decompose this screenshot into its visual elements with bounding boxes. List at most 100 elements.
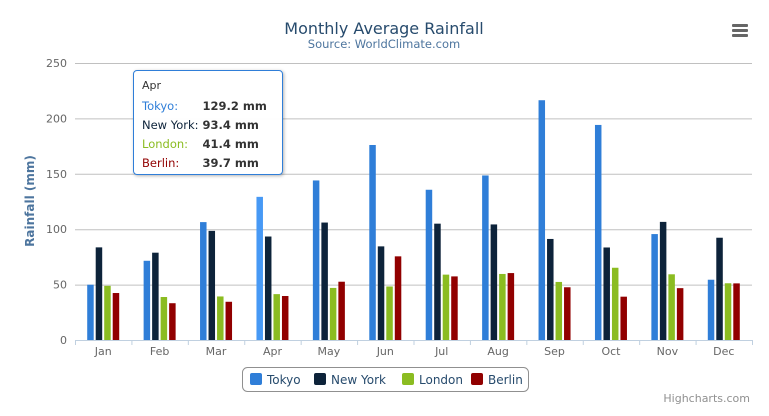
bar-london-sep[interactable] <box>555 281 563 340</box>
bar-tokyo-mar[interactable] <box>200 222 207 340</box>
bar-berlin-mar[interactable] <box>225 301 233 340</box>
bar-new-york-dec[interactable] <box>716 237 723 340</box>
x-tick-label: May <box>318 345 341 358</box>
x-tick-label: Jul <box>434 345 448 358</box>
bar-new-york-jul[interactable] <box>434 223 441 340</box>
legend-symbol <box>471 373 483 385</box>
tooltip-row: London: 41.4 mm <box>142 134 267 153</box>
y-tick-label: 200 <box>46 112 67 125</box>
bar-london-apr[interactable] <box>273 294 280 340</box>
tooltip-series-name: Tokyo: <box>142 98 179 113</box>
legend-item-berlin[interactable]: Berlin <box>471 373 523 387</box>
tooltip-header: Apr <box>142 79 162 92</box>
bar-berlin-aug[interactable] <box>507 273 515 340</box>
bar-berlin-sep[interactable] <box>564 287 571 340</box>
y-tick-label: 150 <box>46 168 67 181</box>
legend-item-new-york[interactable]: New York <box>314 373 386 387</box>
tooltip-series-name: London: <box>142 136 189 151</box>
bar-berlin-jul[interactable] <box>451 276 458 340</box>
tooltip-series-value: 39.7 mm <box>202 155 259 170</box>
bar-tokyo-nov[interactable] <box>651 234 658 340</box>
bar-tokyo-may[interactable] <box>312 180 320 340</box>
legend-symbol <box>314 373 326 385</box>
x-tick-label: Feb <box>150 345 169 358</box>
x-tick-label: Nov <box>657 345 679 358</box>
bar-berlin-oct[interactable] <box>620 296 627 340</box>
tooltip-series-value: 41.4 mm <box>202 136 259 151</box>
bar-london-jan[interactable] <box>104 285 111 340</box>
x-tick-label: Dec <box>713 345 734 358</box>
y-axis-title: Rainfall (mm) <box>23 155 37 247</box>
bar-berlin-jan[interactable] <box>112 293 120 340</box>
x-tick-label: Jun <box>376 345 394 358</box>
bar-new-york-may[interactable] <box>321 222 328 340</box>
bar-new-york-aug[interactable] <box>490 224 498 340</box>
y-tick-label: 50 <box>53 279 67 292</box>
chart-subtitle: Source: WorldClimate.com <box>308 37 460 51</box>
tooltip-table: Tokyo: 129.2 mm New York: 93.4 mm London: 41.… <box>142 96 267 172</box>
bar-berlin-dec[interactable] <box>733 283 740 340</box>
tooltip-series-name: New York: <box>142 117 199 132</box>
bar-london-mar[interactable] <box>217 296 224 340</box>
tooltip-series-value: 93.4 mm <box>202 117 259 132</box>
legend-symbol <box>402 373 414 385</box>
bar-tokyo-jan[interactable] <box>87 284 94 340</box>
tooltip-row: Berlin: 39.7 mm <box>142 153 267 172</box>
bar-tokyo-dec[interactable] <box>707 279 715 340</box>
bar-new-york-apr[interactable] <box>264 236 272 340</box>
legend: Tokyo New York London Berlin <box>242 367 529 392</box>
bar-berlin-may[interactable] <box>338 281 345 340</box>
bar-tokyo-oct[interactable] <box>594 124 602 341</box>
bar-tokyo-jun[interactable] <box>369 144 376 340</box>
tooltip-series-name: Berlin: <box>142 155 180 170</box>
bar-berlin-feb[interactable] <box>169 303 176 340</box>
bar-tokyo-sep[interactable] <box>538 100 546 341</box>
credits[interactable]: Highcharts.com <box>663 392 750 405</box>
bar-london-nov[interactable] <box>668 274 675 340</box>
legend-item-london[interactable]: London <box>402 373 463 387</box>
x-tick-label: Aug <box>487 345 508 358</box>
x-tick-label: Apr <box>263 345 283 358</box>
legend-label: Berlin <box>488 373 523 387</box>
bar-london-feb[interactable] <box>160 297 168 340</box>
bar-london-jun[interactable] <box>386 286 393 340</box>
legend-symbol <box>250 373 262 385</box>
menu-button[interactable] <box>730 20 750 40</box>
bar-berlin-jun[interactable] <box>394 256 402 340</box>
tooltip: Apr Tokyo: 129.2 mm New York: 93.4 mm London… <box>133 70 283 175</box>
tooltip-series-value: 129.2 mm <box>202 98 267 113</box>
bar-tokyo-jul[interactable] <box>425 189 433 340</box>
bar-new-york-sep[interactable] <box>547 238 554 340</box>
bar-new-york-feb[interactable] <box>152 252 159 340</box>
chart-title: Monthly Average Rainfall <box>284 19 483 38</box>
y-tick-label: 0 <box>60 334 67 347</box>
bar-new-york-mar[interactable] <box>208 230 216 340</box>
y-tick-label: 250 <box>46 57 67 70</box>
legend-label: Tokyo <box>266 373 301 387</box>
bar-tokyo-aug[interactable] <box>482 175 489 340</box>
bar-london-jul[interactable] <box>442 274 450 340</box>
bar-london-may[interactable] <box>329 287 337 340</box>
legend-label: New York <box>331 373 386 387</box>
tooltip-row: New York: 93.4 mm <box>142 115 267 134</box>
bar-berlin-apr[interactable] <box>281 296 289 340</box>
x-tick-label: Jan <box>94 345 112 358</box>
x-tick-label: Oct <box>601 345 621 358</box>
bar-london-oct[interactable] <box>611 267 619 340</box>
bar-london-dec[interactable] <box>724 283 732 340</box>
y-tick-label: 100 <box>46 223 67 236</box>
bar-tokyo-apr[interactable] <box>256 196 263 340</box>
legend-label: London <box>419 373 463 387</box>
bar-tokyo-feb[interactable] <box>143 260 151 340</box>
bar-london-aug[interactable] <box>499 273 506 340</box>
bar-berlin-nov[interactable] <box>676 288 684 340</box>
bar-new-york-nov[interactable] <box>659 221 667 340</box>
bar-new-york-jan[interactable] <box>95 247 103 340</box>
tooltip-row: Tokyo: 129.2 mm <box>142 96 267 115</box>
bar-new-york-jun[interactable] <box>377 246 385 340</box>
legend-item-tokyo[interactable]: Tokyo <box>250 373 301 387</box>
hamburger-menu-icon <box>732 24 748 37</box>
bar-new-york-oct[interactable] <box>603 247 610 340</box>
